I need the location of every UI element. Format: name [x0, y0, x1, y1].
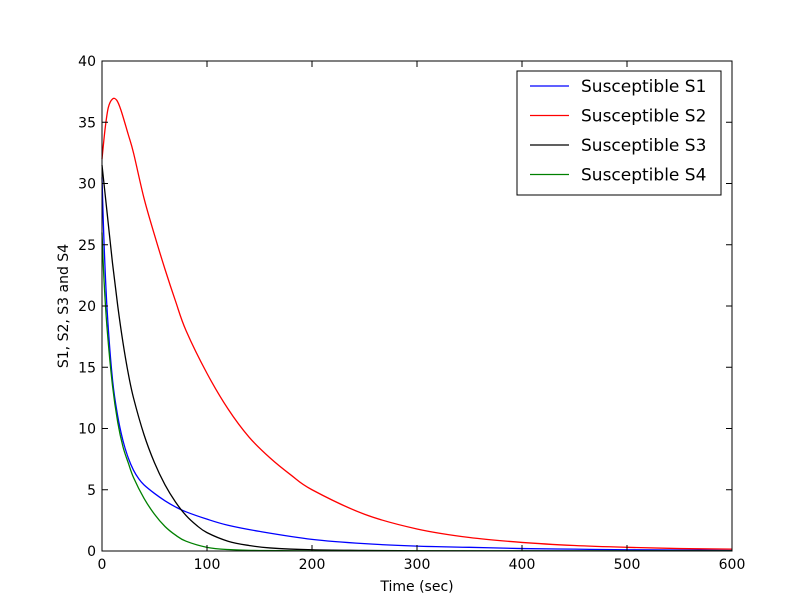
y-tick-label: 30: [78, 177, 96, 193]
axis-ticks: 0 100 200 300 400 500 600 0 5 10 15 20 25 30 35 40: [78, 54, 745, 573]
y-tick-label: 40: [78, 54, 96, 70]
x-tick-label: 500: [614, 557, 641, 573]
x-tick-label: 600: [719, 557, 746, 573]
legend-label: Susceptible S4: [581, 166, 706, 186]
x-tick-label: 200: [299, 557, 326, 573]
x-tick-label: 400: [509, 557, 536, 573]
x-tick-label: 300: [404, 557, 431, 573]
y-tick-label: 35: [78, 115, 96, 131]
y-tick-label: 25: [78, 238, 96, 254]
y-tick-label: 15: [78, 360, 96, 376]
legend-label: Susceptible S1: [581, 77, 706, 97]
legend: Susceptible S1 Susceptible S2 Susceptible …: [516, 70, 722, 196]
y-tick-label: 5: [87, 483, 96, 499]
y-tick-label: 20: [78, 299, 96, 315]
x-tick-label: 0: [98, 557, 107, 573]
legend-label: Susceptible S3: [581, 136, 706, 156]
legend-label: Susceptible S2: [581, 107, 706, 127]
series-line-1: [101, 177, 733, 552]
y-axis-label: S1, S2, S3 and S4: [56, 244, 72, 368]
y-tick-label: 0: [87, 544, 96, 560]
y-tick-label: 10: [78, 422, 96, 438]
x-tick-label: 100: [194, 557, 221, 573]
series-line-2: [101, 97, 733, 550]
x-axis-label: Time (sec): [379, 579, 453, 595]
